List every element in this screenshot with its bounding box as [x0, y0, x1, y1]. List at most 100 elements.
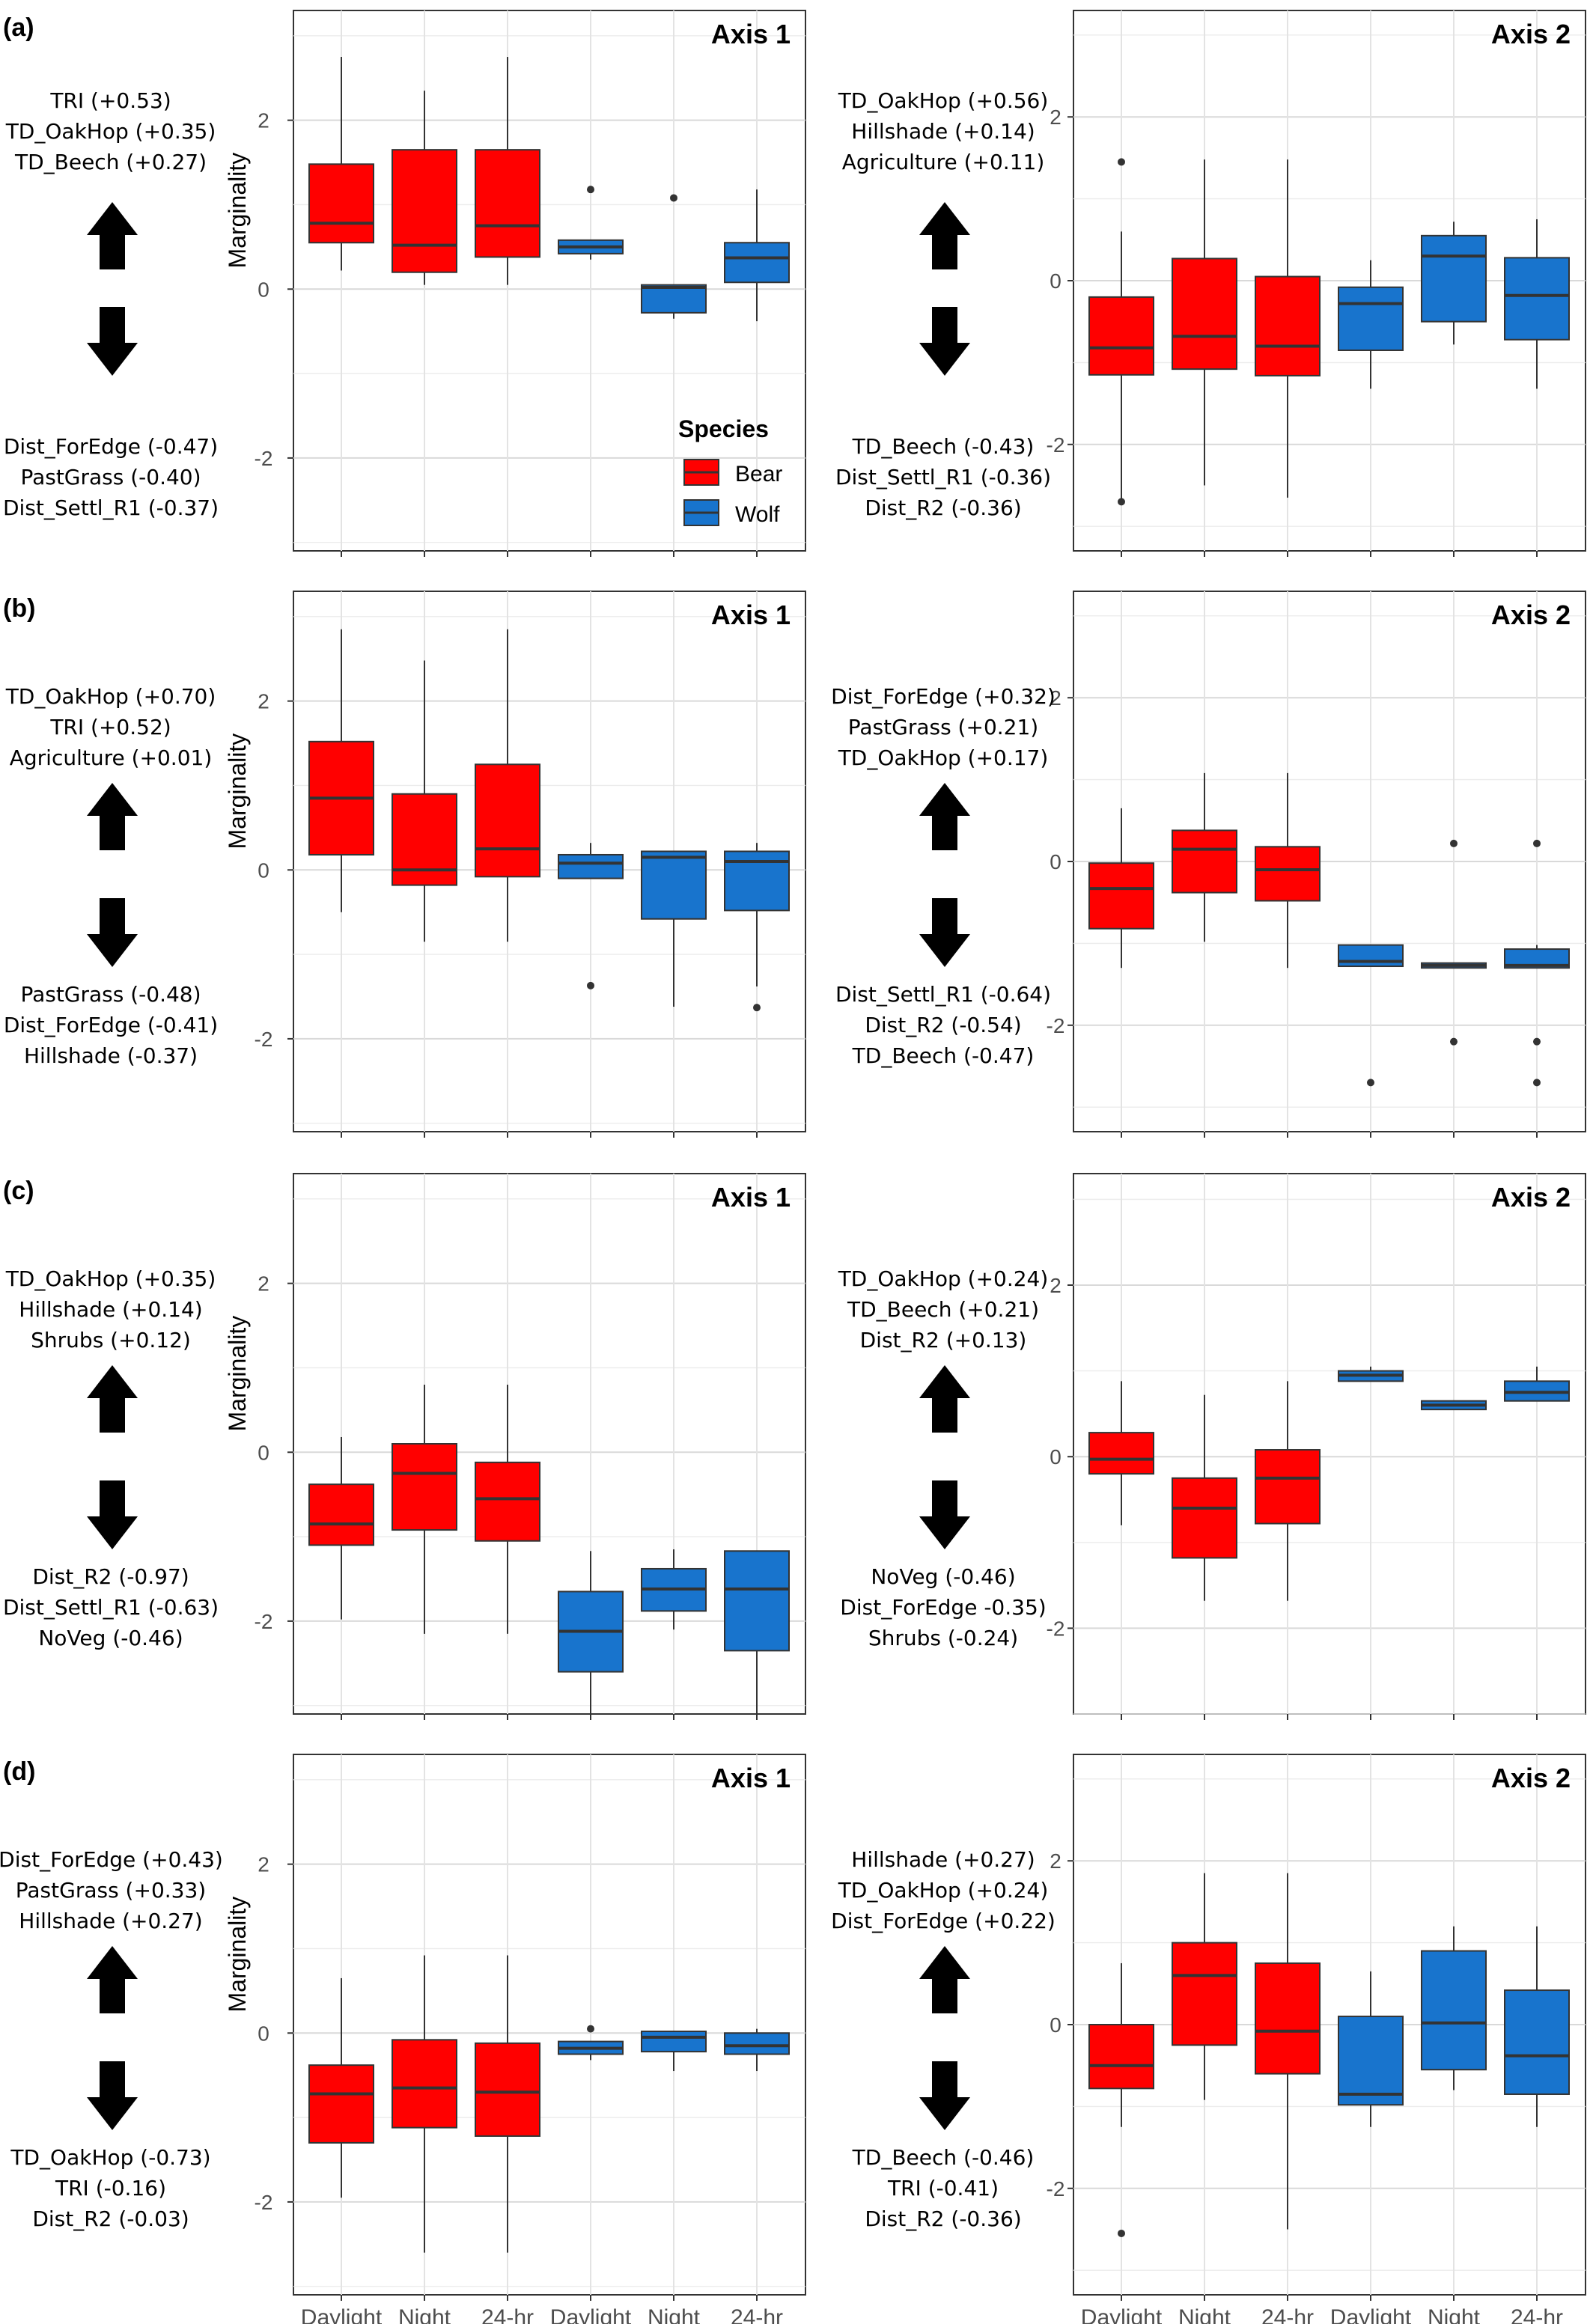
annotation-up-label: Agriculture (+0.01) [10, 745, 213, 770]
box-wolf-24-hr [724, 2028, 790, 2072]
annotation-down-label: Dist_Settl_R1 (-0.37) [3, 495, 219, 520]
y-tick-label: 2 [258, 1853, 269, 1876]
outlier-point [1533, 1079, 1541, 1087]
y-axis-label: Marginality [224, 153, 251, 269]
annotation-down-label: PastGrass (-0.40) [20, 465, 201, 489]
box-iqr [392, 149, 457, 273]
annotation-up-label: Hillshade (+0.14) [851, 119, 1035, 144]
y-axis-label: Marginality [224, 1316, 251, 1432]
box-bear-24-hr [1255, 1873, 1321, 2230]
arrow-down-icon [87, 307, 138, 376]
plot-area [293, 1173, 806, 1715]
box-iqr [475, 763, 540, 878]
y-axis-label: Marginality [224, 734, 251, 850]
box-bear-24-hr [475, 57, 540, 285]
annotation-up-label: TD_OakHop (+0.17) [838, 745, 1049, 770]
panel-label: (a) [3, 13, 34, 42]
y-tick-label: 2 [1050, 1274, 1062, 1297]
box-bear-24-hr [1255, 1381, 1321, 1601]
box-wolf-night [641, 850, 707, 1007]
annotation-up-label: TRI (+0.52) [49, 715, 171, 739]
x-tick-label: Daylight [1330, 2305, 1412, 2324]
panel-axis-title: Axis 1 [711, 19, 791, 49]
panel-label: (b) [3, 594, 35, 623]
annotation-down-label: Dist_ForEdge -0.35) [840, 1595, 1046, 1620]
box-wolf-daylight [1338, 1366, 1404, 1382]
y-tick-label: -2 [255, 447, 273, 470]
chart-panel-6: 2 0 -2 Axis 2 TD_OakHop (+0.24) TD_Beech (+0.… [838, 1173, 1586, 1720]
annotation-up-label: PastGrass (+0.33) [16, 1878, 206, 1903]
box-iqr [308, 1483, 374, 1546]
outlier-point [1533, 1037, 1541, 1046]
box-wolf-24-hr [724, 843, 790, 1012]
annotation-up-label: TD_OakHop (+0.24) [838, 1266, 1049, 1291]
box-iqr [1255, 275, 1321, 376]
box-iqr [1338, 944, 1404, 968]
box-iqr [475, 1461, 540, 1542]
y-tick-label: 2 [1050, 106, 1062, 129]
annotation-down-label: TRI (-0.16) [55, 2176, 166, 2201]
box-wolf-daylight [558, 843, 624, 989]
outlier-point [587, 2025, 594, 2033]
outlier-point [1118, 158, 1125, 166]
outlier-point [1533, 839, 1541, 847]
panel-axis-title: Axis 2 [1491, 1182, 1571, 1213]
annotation-up-label: Hillshade (+0.27) [851, 1847, 1035, 1872]
chart-panel-8: 2 0 -2 Axis 2 Hillshade (+0.27) TD_OakHop (+0… [831, 1754, 1586, 2324]
box-iqr [392, 793, 457, 886]
y-tick-label: 0 [258, 2022, 269, 2045]
box-bear-24-hr [1255, 772, 1321, 969]
box-iqr [1338, 2016, 1404, 2106]
y-axis-label: Marginality [224, 1897, 251, 2013]
annotation-down-label: TRI (-0.41) [887, 2176, 999, 2201]
annotation-down-label: NoVeg (-0.46) [38, 1626, 183, 1650]
panel-axis-title: Axis 1 [711, 1763, 791, 1793]
box-iqr [641, 284, 707, 314]
box-bear-daylight [308, 1977, 374, 2198]
outlier-point [1450, 839, 1458, 847]
annotation-up-label: TD_OakHop (+0.35) [5, 119, 216, 144]
arrow-down-icon [87, 1480, 138, 1549]
arrow-down-icon [919, 898, 970, 967]
annotation-up-label: Hillshade (+0.27) [19, 1909, 202, 1933]
x-tick-label: Night [1178, 2305, 1231, 2324]
panel-label: (c) [3, 1177, 34, 1205]
annotation-down-label: Dist_ForEdge (-0.41) [4, 1013, 218, 1037]
panel-axis-title: Axis 2 [1491, 600, 1571, 630]
annotation-up-label: TD_OakHop (+0.35) [5, 1266, 216, 1291]
chart-panel-1: 2 0 -2 Axis 1 Marginality (a) TRI (+0.53) TD_Oa… [3, 10, 806, 557]
box-iqr [1172, 1477, 1237, 1559]
x-tick-label: 24-hr [731, 2305, 783, 2324]
annotation-down-label: Dist_Settl_R1 (-0.36) [835, 465, 1051, 489]
box-wolf-night [1421, 1926, 1487, 2090]
box-bear-night [392, 660, 457, 942]
legend-label: Bear [735, 462, 782, 487]
outlier-point [670, 194, 677, 202]
box-bear-night [1172, 1873, 1237, 2100]
panel-axis-title: Axis 2 [1491, 19, 1571, 49]
plot-area [293, 591, 806, 1132]
y-tick-label: -2 [1047, 2177, 1065, 2201]
box-iqr [558, 853, 624, 879]
annotation-up-label: Dist_ForEdge (+0.32) [831, 684, 1056, 709]
arrow-up-icon [87, 202, 138, 269]
box-iqr [308, 163, 374, 244]
box-iqr [392, 2039, 457, 2129]
y-tick-label: -2 [255, 1028, 273, 1051]
annotation-down-label: PastGrass (-0.48) [20, 982, 201, 1007]
box-iqr [1255, 846, 1321, 902]
y-tick-label: 0 [1050, 1445, 1062, 1468]
box-iqr [641, 2031, 707, 2053]
annotation-down-label: Dist_R2 (-0.97) [32, 1564, 189, 1589]
box-iqr [308, 2064, 374, 2144]
outlier-point [1118, 2229, 1125, 2237]
annotation-down-label: Dist_R2 (-0.03) [32, 2206, 189, 2231]
box-iqr [724, 1550, 790, 1652]
arrow-up-icon [87, 1946, 138, 2013]
box-bear-daylight [1088, 158, 1154, 506]
box-wolf-24-hr [724, 189, 790, 322]
box-bear-24-hr [475, 1385, 540, 1634]
y-tick-label: -2 [1047, 1617, 1065, 1640]
annotation-down-label: TD_Beech (-0.46) [852, 2145, 1035, 2170]
annotation-down-label: Hillshade (-0.37) [24, 1043, 198, 1068]
